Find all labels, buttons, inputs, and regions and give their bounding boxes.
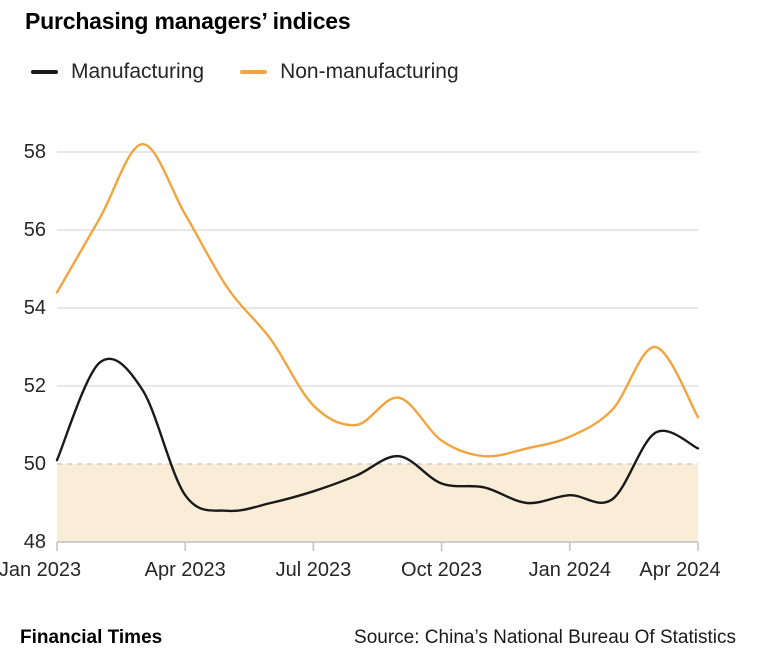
manufacturing-line bbox=[55, 357, 700, 513]
legend-label-manufacturing: Manufacturing bbox=[71, 60, 205, 83]
legend-label-non-manufacturing: Non-manufacturing bbox=[280, 60, 459, 83]
legend-item-manufacturing: Manufacturing bbox=[31, 59, 204, 85]
x-tick-label-apr-2023: Apr 2023 bbox=[144, 559, 226, 581]
y-tick-label-50: 50 bbox=[23, 453, 46, 475]
ft-brand: Financial Times bbox=[20, 627, 163, 648]
legend-item-non-manufacturing: Non-manufacturing bbox=[240, 59, 459, 85]
non-manufacturing-line bbox=[55, 142, 700, 458]
y-tick-label-54: 54 bbox=[23, 297, 46, 319]
x-tick-label-oct-2023: Oct 2023 bbox=[401, 559, 483, 581]
chart-title: Purchasing managers’ indices bbox=[25, 8, 351, 34]
y-tick-label-48: 48 bbox=[23, 531, 46, 553]
contraction-band bbox=[57, 464, 698, 542]
x-tick-label-jan-2023: Jan 2023 bbox=[0, 559, 82, 581]
source-note: Source: China’s National Bureau Of Stati… bbox=[354, 627, 736, 648]
y-tick-label-52: 52 bbox=[23, 375, 46, 397]
non-manufacturing-line-swatch bbox=[240, 70, 268, 74]
y-tick-label-58: 58 bbox=[23, 141, 46, 163]
x-tick-label-apr-2024: Apr 2024 bbox=[639, 559, 721, 581]
x-tick-label-jan-2024: Jan 2024 bbox=[528, 559, 611, 581]
chart-footer: Financial Times Source: China’s National… bbox=[0, 626, 758, 650]
x-tick-label-jul-2023: Jul 2023 bbox=[275, 559, 352, 581]
y-tick-label-56: 56 bbox=[23, 219, 46, 241]
manufacturing-line-swatch bbox=[31, 70, 58, 74]
legend: Manufacturing Non-manufacturing bbox=[31, 59, 459, 85]
